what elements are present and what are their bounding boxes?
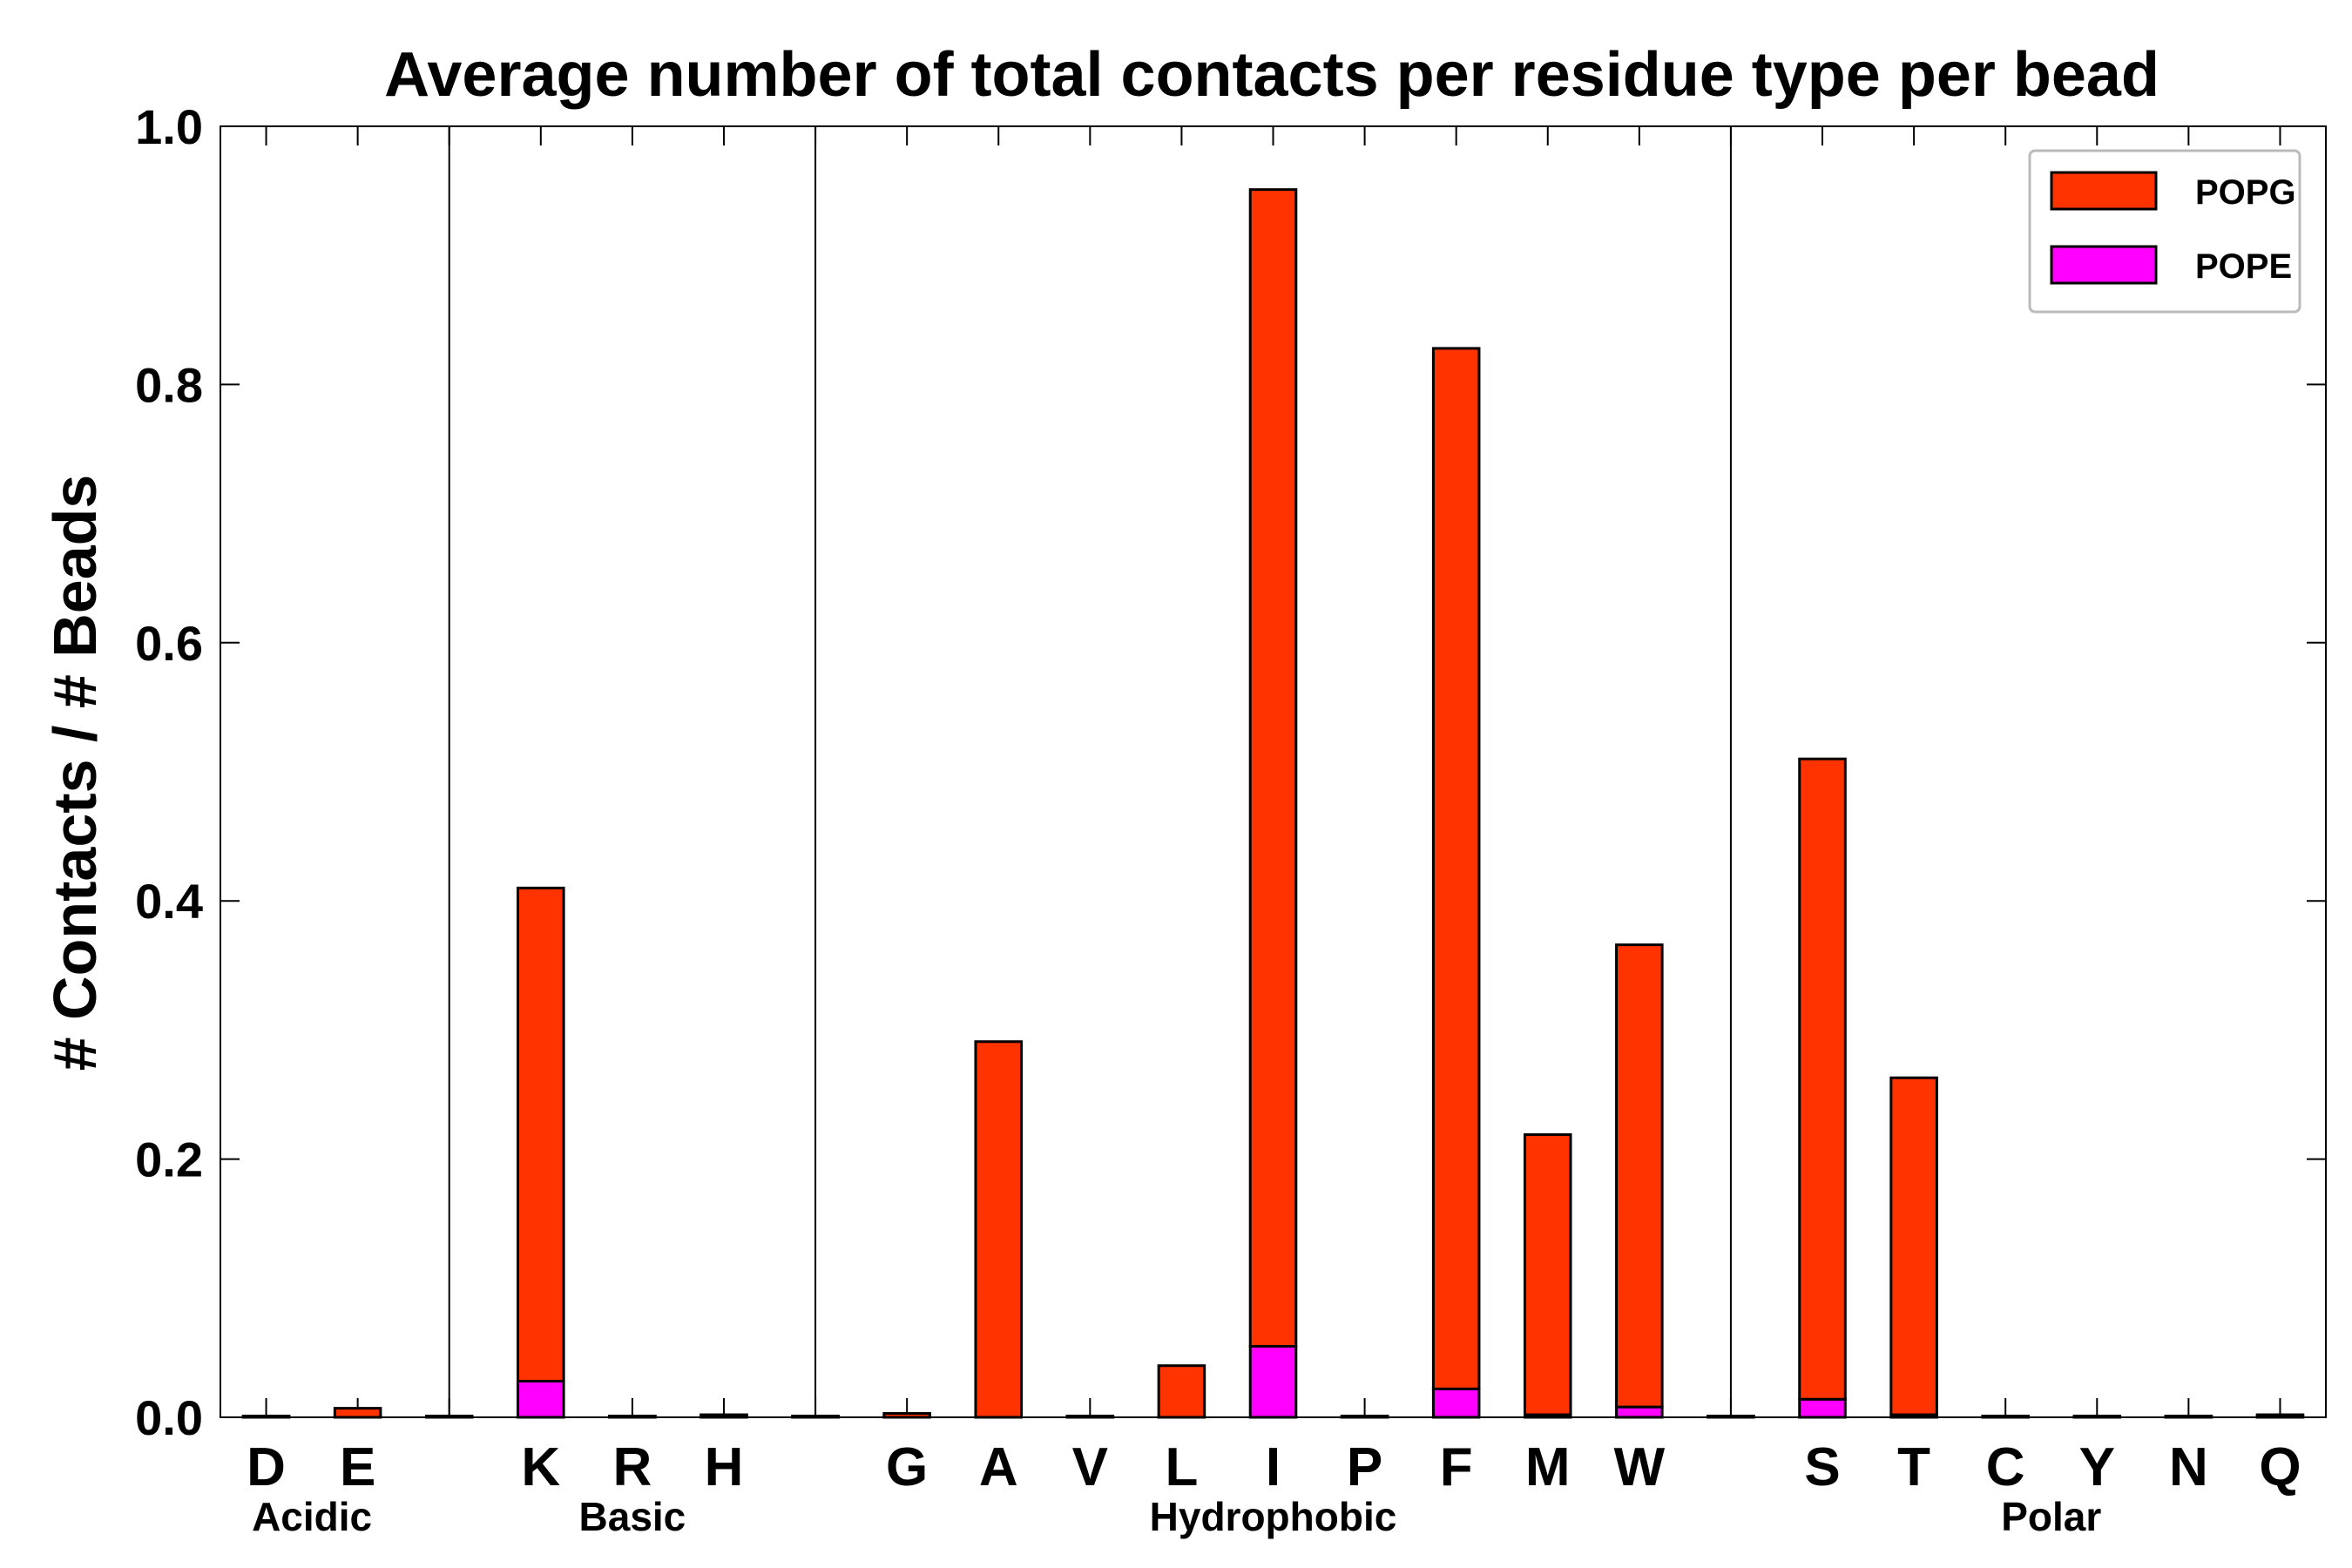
x-tick-label: P <box>1347 1437 1382 1497</box>
x-tick-label: C <box>1986 1437 2025 1497</box>
x-tick-label: Y <box>2079 1437 2115 1497</box>
legend-label-popg: POPG <box>2195 173 2296 212</box>
bar-popg-V <box>1065 1415 1115 1419</box>
bar-pope-F <box>1431 1387 1481 1419</box>
y-tick-label: 0.4 <box>135 874 203 929</box>
x-tick-label: R <box>613 1437 652 1497</box>
chart-title: Average number of total contacts per res… <box>384 40 2159 110</box>
bar-popg-N <box>2164 1415 2213 1419</box>
x-tick-label: K <box>521 1437 560 1497</box>
x-tick-label: M <box>1525 1437 1571 1497</box>
bar-popg-G <box>882 1412 931 1419</box>
y-axis-label: # Contacts / # Beads <box>41 475 109 1071</box>
bar-popg-L <box>1157 1364 1206 1419</box>
group-label-basic: Basic <box>579 1494 686 1539</box>
bar-pope-W <box>1615 1405 1664 1419</box>
y-tick-label: 0.8 <box>135 357 203 412</box>
y-tick-label: 1.0 <box>135 99 203 154</box>
x-tick-label: Q <box>2259 1437 2301 1497</box>
bar-popg-Q <box>2255 1413 2305 1419</box>
group-label-acidic: Acidic <box>252 1494 372 1539</box>
bar-popg-D <box>241 1415 291 1419</box>
x-tick-label: S <box>1804 1437 1840 1497</box>
bar-popg-F <box>1431 347 1481 1390</box>
bar-pope-K <box>517 1380 565 1419</box>
x-tick-label: I <box>1266 1437 1281 1497</box>
bar-popg-gap <box>424 1415 474 1419</box>
bar-popg-M <box>1523 1132 1572 1416</box>
y-tick-label: 0.0 <box>135 1390 203 1445</box>
group-label-hydrophobic: Hydrophobic <box>1150 1494 1397 1539</box>
x-tick-label: G <box>886 1437 928 1497</box>
x-tick-label: A <box>979 1437 1018 1497</box>
bar-pope-S <box>1798 1397 1847 1419</box>
bar-popg-T <box>1889 1076 1938 1416</box>
bar-popg-A <box>974 1040 1024 1419</box>
legend-swatch-popg <box>2050 171 2158 211</box>
y-tick-label: 0.2 <box>135 1132 203 1187</box>
x-tick-label: N <box>2169 1437 2208 1497</box>
bar-popg-Y <box>2072 1415 2122 1419</box>
x-tick-label: D <box>247 1437 286 1497</box>
bar-popg-gap <box>1707 1415 1755 1419</box>
bar-popg-C <box>1981 1415 2030 1419</box>
legend-label-pope: POPE <box>2195 247 2292 286</box>
x-tick-label: T <box>1897 1437 1930 1497</box>
x-tick-label: L <box>1165 1437 1198 1497</box>
bar-popg-I <box>1248 188 1298 1348</box>
x-tick-label: H <box>705 1437 744 1497</box>
bar-popg-P <box>1340 1415 1389 1419</box>
bar-pope-I <box>1248 1344 1298 1419</box>
bar-popg-W <box>1615 943 1664 1409</box>
y-tick-label: 0.6 <box>135 616 203 671</box>
legend-swatch-pope <box>2050 245 2158 285</box>
x-tick-label: E <box>340 1437 375 1497</box>
bar-popg-H <box>700 1413 748 1419</box>
bar-popg-S <box>1798 757 1847 1401</box>
bar-popg-gap <box>791 1415 840 1419</box>
plot-area: 0.0 0.2 0.4 0.6 0.8 1.0 D E K R H G A V L I P F M W S T C Y N Q Ac… <box>135 99 2327 1539</box>
group-label-polar: Polar <box>2001 1494 2101 1539</box>
x-tick-label: V <box>1072 1437 1108 1497</box>
bar-popg-R <box>608 1415 657 1419</box>
bar-popg-E <box>333 1407 382 1419</box>
x-tick-label: F <box>1440 1437 1473 1497</box>
bar-popg-K <box>517 886 565 1383</box>
x-tick-label: W <box>1614 1437 1666 1497</box>
